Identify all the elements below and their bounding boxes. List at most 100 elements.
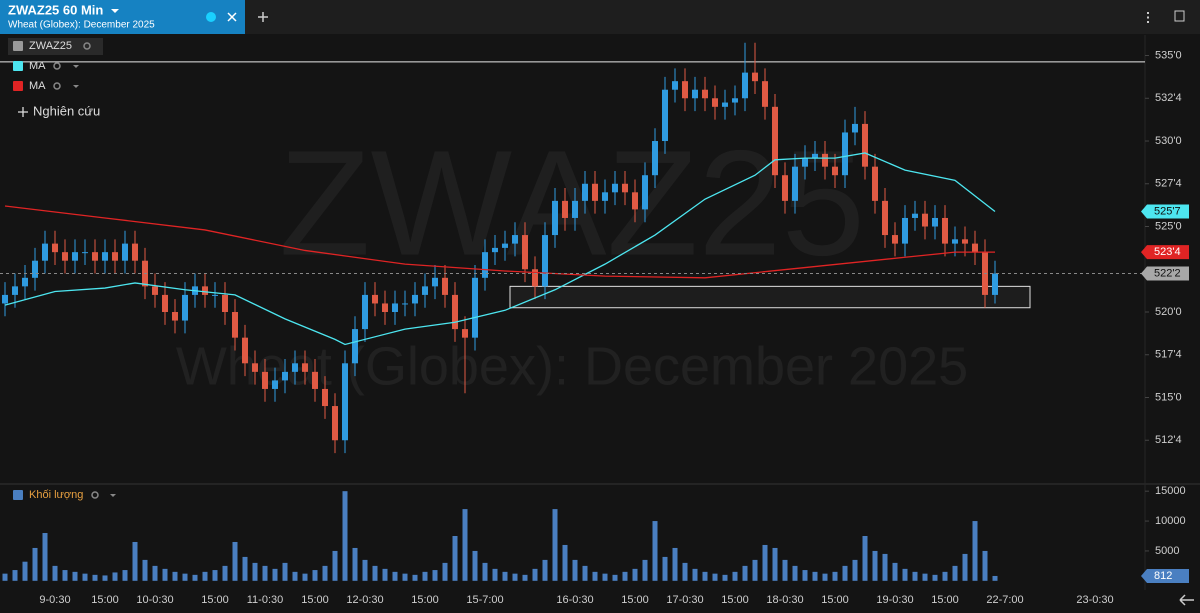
candle-body	[372, 294, 378, 304]
candle-body	[452, 294, 458, 330]
legend-swatch	[13, 490, 23, 500]
tab-caret[interactable]	[111, 9, 119, 13]
volume-bar	[182, 573, 188, 581]
x-tick-label: 15:00	[621, 594, 649, 606]
candle-body	[902, 217, 908, 244]
settings-icon[interactable]	[53, 82, 61, 90]
candle-body	[892, 235, 898, 244]
candle-body	[322, 388, 328, 407]
candle-body	[462, 329, 468, 338]
volume-bar	[552, 509, 558, 581]
study-button[interactable]: Nghiên cứu	[33, 103, 100, 118]
candle-body	[202, 286, 208, 295]
window-button[interactable]	[1174, 10, 1185, 22]
dropdown-icon[interactable]	[73, 65, 79, 68]
volume-bar	[822, 573, 828, 581]
candle-body	[722, 102, 728, 107]
candle-body	[282, 371, 288, 381]
y-tick-label: 10000	[1155, 515, 1186, 527]
volume-bar	[912, 571, 918, 581]
volume-bar	[372, 565, 378, 581]
legend-swatch	[13, 61, 23, 71]
candle-body	[792, 166, 798, 201]
volume-bar	[802, 570, 808, 581]
volume-bar	[272, 568, 278, 581]
volume-bar	[52, 565, 58, 581]
candle-body	[812, 153, 818, 159]
candle-body	[932, 217, 938, 227]
add-tab[interactable]	[258, 12, 268, 22]
volume-bar	[102, 575, 108, 581]
candle-body	[472, 277, 478, 338]
volume-bar	[982, 550, 988, 581]
candle-body	[32, 260, 38, 278]
volume-bar	[212, 570, 218, 581]
candle-body	[702, 89, 708, 99]
y-tick-label: 15000	[1155, 485, 1186, 497]
study-icon[interactable]	[18, 107, 28, 117]
volume-bar	[172, 571, 178, 581]
x-tick-label: 15:00	[91, 594, 119, 606]
volume-bar	[812, 571, 818, 581]
candle-body	[672, 81, 678, 90]
legend: Nghiên cứu ZWAZ25 MA MA Khối lượng	[8, 38, 116, 501]
x-tick-label: 15:00	[821, 594, 849, 606]
volume-bar	[902, 568, 908, 581]
x-tick-label: 19-0:30	[876, 594, 913, 606]
candle-body	[762, 81, 768, 107]
volume-bar	[752, 559, 758, 581]
candle-body	[782, 175, 788, 201]
dropdown-icon[interactable]	[110, 494, 116, 497]
close-tab[interactable]	[227, 12, 237, 22]
volume-bar	[642, 559, 648, 581]
candle-body	[842, 132, 848, 176]
candle-body	[572, 200, 578, 218]
y-tick-label: 525'0	[1155, 220, 1182, 232]
volume-bar	[242, 556, 248, 581]
volume-bar	[122, 570, 128, 581]
settings-icon[interactable]	[53, 62, 61, 70]
volume-bar	[562, 544, 568, 581]
candle-body	[662, 89, 668, 142]
back-arrow[interactable]	[1179, 594, 1194, 606]
candle-body	[732, 98, 738, 103]
volume-bar	[382, 568, 388, 581]
tab[interactable]	[0, 0, 245, 34]
volume-bar	[772, 547, 778, 581]
zone-box	[509, 285, 1031, 309]
candle-body	[972, 243, 978, 253]
volume-bar	[262, 565, 268, 581]
settings-icon[interactable]	[91, 491, 99, 499]
price-marker-label: 525'7	[1154, 205, 1181, 217]
volume-bar	[132, 541, 138, 581]
volume-bar	[412, 574, 418, 581]
x-tick-label: 11-0:30	[247, 594, 284, 606]
candle-body	[482, 252, 488, 278]
candle-body	[432, 277, 438, 287]
candle-body	[132, 243, 138, 261]
x-tick-label: 18-0:30	[766, 594, 803, 606]
settings-icon[interactable]	[83, 42, 91, 50]
candle-body	[652, 141, 658, 176]
y-tick-label: 517'4	[1155, 349, 1182, 361]
volume-bar	[762, 544, 768, 581]
volume-bar	[992, 575, 998, 581]
volume-bar	[142, 559, 148, 581]
volume-bar	[732, 571, 738, 581]
volume-bar	[972, 521, 978, 581]
x-tick-label: 15:00	[301, 594, 329, 606]
volume-bar	[712, 573, 718, 581]
legend-label: MA	[29, 80, 46, 92]
candle-body	[592, 183, 598, 201]
volume-bar	[22, 561, 28, 581]
x-tick-label: 15:00	[411, 594, 439, 606]
candle-body	[692, 89, 698, 99]
candle-body	[122, 243, 128, 261]
candle-body	[542, 235, 548, 287]
x-tick-label: 23-0:30	[1076, 594, 1113, 606]
dropdown-icon[interactable]	[73, 85, 79, 88]
volume-bar	[862, 536, 868, 581]
candle-body	[362, 294, 368, 330]
volume-bar	[662, 556, 668, 581]
